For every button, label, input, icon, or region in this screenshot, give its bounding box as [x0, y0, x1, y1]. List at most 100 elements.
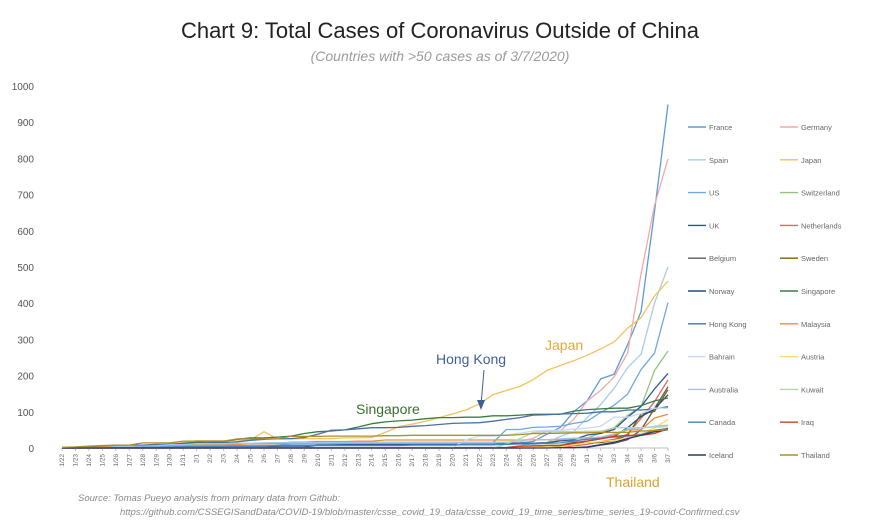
x-tick-label: 2/10: [315, 454, 322, 467]
legend-item-spain: Spain: [688, 156, 728, 165]
chart-annotations: Japan Hong Kong Singapore Thailand: [356, 337, 660, 490]
legend-label: Germany: [801, 123, 832, 132]
legend-label: France: [709, 123, 732, 132]
x-tick-label: 2/21: [463, 454, 470, 467]
legend-label: Switzerland: [801, 189, 840, 198]
x-tick-label: 2/13: [355, 454, 362, 467]
x-tick-label: 2/26: [530, 454, 537, 467]
x-tick-label: 2/24: [503, 454, 510, 467]
series-line-iceland: [62, 429, 669, 449]
series-line-hong-kong: [61, 406, 669, 449]
legend-item-germany: Germany: [780, 123, 832, 132]
annotation-singapore: Singapore: [356, 401, 420, 417]
legend-item-austria: Austria: [780, 353, 825, 362]
legend-label: Iceland: [709, 451, 733, 460]
x-tick-label: 2/9: [301, 454, 308, 463]
x-tick-label: 3/5: [638, 454, 645, 463]
legend-label: Netherlands: [801, 221, 842, 230]
legend-label: Bahrain: [709, 353, 735, 362]
chart-subtitle: (Countries with >50 cases as of 3/7/2020…: [310, 48, 570, 64]
legend-label: Malaysia: [801, 320, 831, 329]
y-tick-label: 400: [17, 299, 34, 310]
series-line-france: [62, 104, 669, 449]
y-tick-label: 800: [17, 154, 34, 165]
x-tick-label: 2/5: [248, 454, 255, 463]
legend-item-iraq: Iraq: [780, 418, 814, 427]
x-tick-label: 2/17: [409, 454, 416, 467]
series-line-sweden: [62, 389, 669, 449]
annotation-thailand: Thailand: [606, 474, 660, 490]
x-tick-label: 2/27: [544, 454, 551, 467]
x-tick-label: 3/3: [611, 454, 618, 463]
x-tick-label: 2/4: [234, 454, 241, 463]
x-tick-label: 1/31: [180, 454, 187, 467]
x-tick-label: 3/7: [665, 454, 672, 463]
chart-title: Chart 9: Total Cases of Coronavirus Outs…: [180, 18, 700, 43]
x-tick-label: 1/23: [72, 454, 79, 467]
source-line-2: https://github.com/CSSEGISandData/COVID-…: [120, 507, 740, 518]
x-tick-label: 2/1: [194, 454, 201, 463]
legend-label: UK: [709, 221, 719, 230]
legend-label: Sweden: [801, 254, 828, 263]
legend-item-canada: Canada: [688, 418, 736, 427]
x-tick-label: 2/8: [288, 454, 295, 463]
source-note: Source: Tomas Pueyo analysis from primar…: [78, 492, 858, 520]
x-tick-label: 2/19: [436, 454, 443, 467]
annotation-hong-kong: Hong Kong: [436, 351, 506, 367]
x-tick-label: 1/29: [153, 454, 160, 467]
x-tick-label: 2/14: [369, 454, 376, 467]
legend-label: Kuwait: [801, 385, 824, 394]
legend-item-france: France: [688, 123, 732, 132]
legend-label: Japan: [801, 156, 821, 165]
legend-item-bahrain: Bahrain: [688, 353, 735, 362]
series-line-switzerland: [62, 350, 669, 449]
x-tick-label: 1/26: [113, 454, 120, 467]
legend-label: Belgium: [709, 254, 736, 263]
legend-label: Norway: [709, 287, 735, 296]
x-tick-label: 1/24: [86, 454, 93, 467]
x-tick-label: 2/7: [274, 454, 281, 463]
x-tick-label: 2/6: [261, 454, 268, 463]
legend-item-singapore: Singapore: [780, 287, 835, 296]
x-tick-label: 3/4: [625, 454, 632, 463]
y-tick-label: 300: [17, 335, 34, 346]
x-tick-label: 2/28: [557, 454, 564, 467]
x-tick-label: 2/3: [221, 454, 228, 463]
legend-label: Australia: [709, 385, 739, 394]
legend-item-hong-kong: Hong Kong: [688, 320, 747, 329]
series-line-canada: [62, 427, 669, 449]
legend-item-malaysia: Malaysia: [780, 320, 831, 329]
legend-item-netherlands: Netherlands: [780, 221, 842, 230]
series-line-us: [62, 302, 669, 449]
legend-item-japan: Japan: [780, 156, 821, 165]
legend-label: Thailand: [801, 451, 830, 460]
legend-label: Canada: [709, 418, 736, 427]
legend-item-kuwait: Kuwait: [780, 385, 824, 394]
x-tick-label: 2/25: [517, 454, 524, 467]
x-tick-label: 2/11: [328, 454, 335, 467]
chart-legend: France Germany Spain Japan US Switzerland UK Ne…: [688, 123, 842, 460]
hong-kong-pointer-head: [477, 400, 485, 410]
x-tick-label: 2/12: [342, 454, 349, 467]
x-tick-label: 3/6: [652, 454, 659, 463]
y-tick-label: 200: [17, 372, 34, 383]
x-tick-label: 1/28: [140, 454, 147, 467]
x-tick-label: 1/27: [126, 454, 133, 467]
y-tick-label: 100: [17, 408, 34, 419]
x-tick-label: 2/18: [423, 454, 430, 467]
x-tick-label: 3/1: [584, 454, 591, 463]
legend-label: Hong Kong: [709, 320, 747, 329]
x-tick-label: 1/22: [59, 454, 66, 467]
x-tick-label: 2/20: [450, 454, 457, 467]
series-line-thailand: [61, 429, 669, 448]
legend-item-belgium: Belgium: [688, 254, 736, 263]
y-tick-label: 600: [17, 227, 34, 238]
legend-item-us: US: [688, 189, 719, 198]
x-tick-label: 2/29: [571, 454, 578, 467]
legend-label: Spain: [709, 156, 728, 165]
annotation-japan: Japan: [545, 337, 583, 353]
x-tick-label: 3/2: [598, 454, 605, 463]
legend-label: Iraq: [801, 418, 814, 427]
legend-item-iceland: Iceland: [688, 451, 733, 460]
